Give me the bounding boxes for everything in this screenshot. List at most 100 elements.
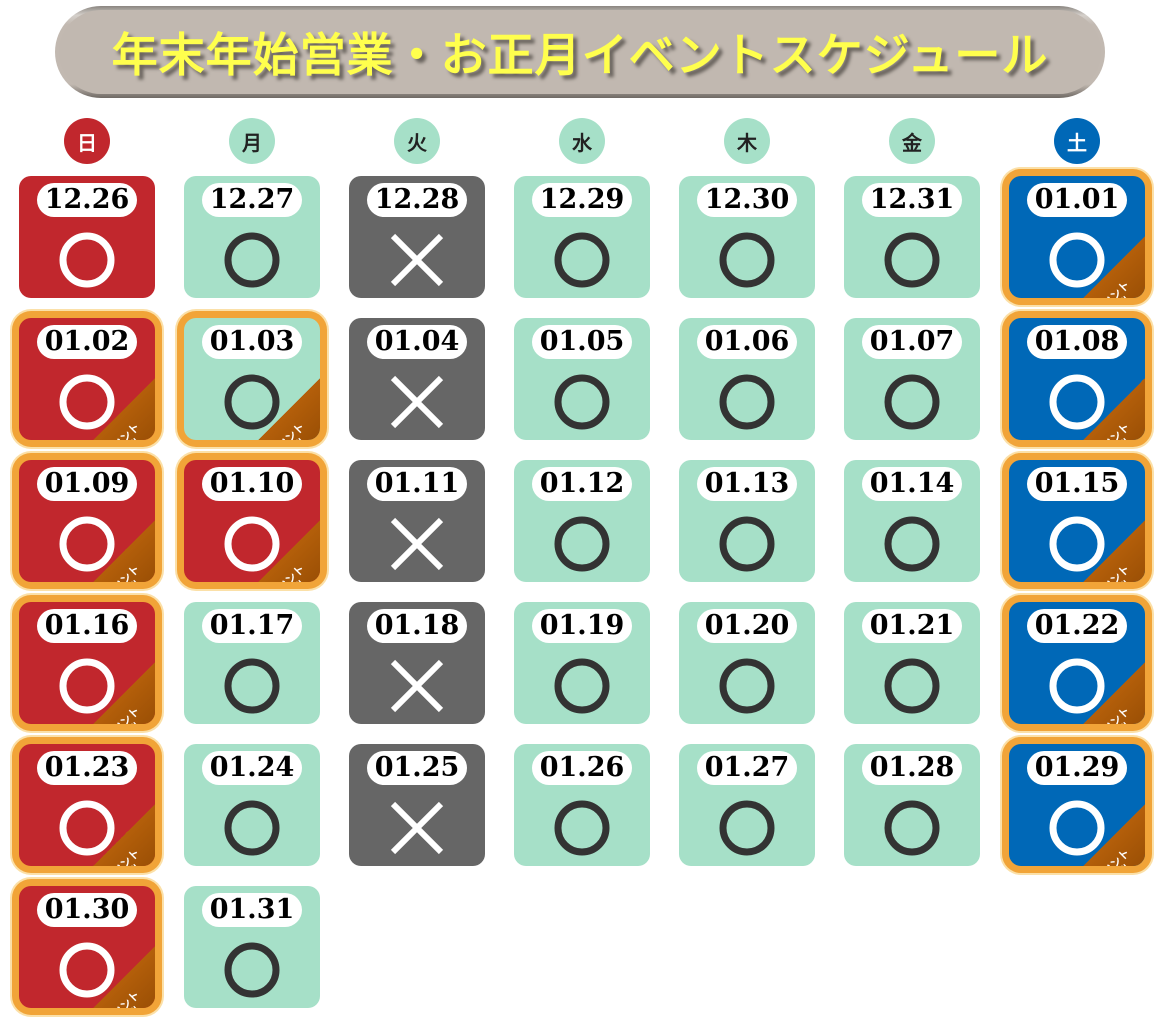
date-label: 01.11 — [367, 467, 467, 501]
weekday-header: 土 — [1054, 118, 1100, 164]
day-cell: 01.09 イベント開催 — [19, 460, 155, 582]
day-cell: 01.14 — [844, 460, 980, 582]
weekday-header: 日 — [64, 118, 110, 164]
circle-icon — [554, 658, 610, 714]
cross-icon — [390, 801, 444, 855]
day-cell: 12.31 — [844, 176, 980, 298]
day-cell: 12.28 — [349, 176, 485, 298]
event-badge: イベント開催 — [1083, 378, 1145, 440]
weekday-header: 火 — [394, 118, 440, 164]
circle-icon — [59, 232, 115, 288]
circle-icon — [224, 232, 280, 288]
date-label: 01.25 — [367, 751, 467, 785]
day-cell: 01.15 イベント開催 — [1009, 460, 1145, 582]
date-label: 01.03 — [202, 325, 302, 359]
event-badge: イベント開催 — [93, 520, 155, 582]
event-badge: イベント開催 — [1083, 804, 1145, 866]
day-cell: 01.24 — [184, 744, 320, 866]
event-badge: イベント開催 — [1083, 236, 1145, 298]
event-badge: イベント開催 — [1083, 662, 1145, 724]
event-badge-label: イベント開催 — [266, 419, 318, 440]
date-label: 01.17 — [202, 609, 302, 643]
date-label: 01.31 — [202, 893, 302, 927]
cross-icon — [390, 233, 444, 287]
circle-icon — [224, 942, 280, 998]
day-cell: 01.12 — [514, 460, 650, 582]
date-label: 01.16 — [37, 609, 137, 643]
circle-icon — [719, 658, 775, 714]
day-cell: 12.29 — [514, 176, 650, 298]
event-badge-label: イベント開催 — [101, 845, 153, 866]
day-cell: 01.10 イベント開催 — [184, 460, 320, 582]
event-badge: イベント開催 — [93, 946, 155, 1008]
day-cell: 01.22 イベント開催 — [1009, 602, 1145, 724]
circle-icon — [719, 516, 775, 572]
event-badge: イベント開催 — [93, 804, 155, 866]
event-badge-label: イベント開催 — [1091, 703, 1143, 724]
title-banner: 年末年始営業・お正月イベントスケジュール — [55, 6, 1105, 98]
date-label: 01.24 — [202, 751, 302, 785]
date-label: 01.29 — [1027, 751, 1127, 785]
date-label: 01.07 — [862, 325, 962, 359]
date-label: 01.19 — [532, 609, 632, 643]
event-badge-label: イベント開催 — [101, 561, 153, 582]
day-cell: 01.18 — [349, 602, 485, 724]
weekday-header: 月 — [229, 118, 275, 164]
day-cell: 01.05 — [514, 318, 650, 440]
circle-icon — [884, 800, 940, 856]
circle-icon — [554, 232, 610, 288]
date-label: 01.10 — [202, 467, 302, 501]
date-label: 12.29 — [532, 183, 632, 217]
date-label: 01.30 — [37, 893, 137, 927]
day-cell: 01.16 イベント開催 — [19, 602, 155, 724]
event-badge-label: イベント開催 — [1091, 845, 1143, 866]
day-cell: 12.30 — [679, 176, 815, 298]
day-cell: 12.26 — [19, 176, 155, 298]
date-label: 12.28 — [367, 183, 467, 217]
event-badge-label: イベント開催 — [101, 419, 153, 440]
day-cell: 01.31 — [184, 886, 320, 1008]
date-label: 01.06 — [697, 325, 797, 359]
date-label: 01.15 — [1027, 467, 1127, 501]
circle-icon — [719, 800, 775, 856]
day-cell: 01.28 — [844, 744, 980, 866]
event-badge-label: イベント開催 — [101, 987, 153, 1008]
event-badge-label: イベント開催 — [1091, 419, 1143, 440]
date-label: 01.23 — [37, 751, 137, 785]
weekday-header: 水 — [559, 118, 605, 164]
circle-icon — [884, 374, 940, 430]
cross-icon — [390, 517, 444, 571]
date-label: 12.26 — [37, 183, 137, 217]
day-cell: 01.07 — [844, 318, 980, 440]
day-cell: 01.17 — [184, 602, 320, 724]
day-cell: 01.01 イベント開催 — [1009, 176, 1145, 298]
circle-icon — [554, 374, 610, 430]
cross-icon — [390, 659, 444, 713]
day-cell: 01.03 イベント開催 — [184, 318, 320, 440]
day-cell: 01.02 イベント開催 — [19, 318, 155, 440]
circle-icon — [224, 800, 280, 856]
event-badge-label: イベント開催 — [1091, 561, 1143, 582]
day-cell: 01.06 — [679, 318, 815, 440]
weekday-header: 木 — [724, 118, 770, 164]
date-label: 01.13 — [697, 467, 797, 501]
day-cell: 01.13 — [679, 460, 815, 582]
date-label: 01.02 — [37, 325, 137, 359]
date-label: 01.22 — [1027, 609, 1127, 643]
date-label: 01.08 — [1027, 325, 1127, 359]
date-label: 01.21 — [862, 609, 962, 643]
day-cell: 01.23 イベント開催 — [19, 744, 155, 866]
circle-icon — [554, 516, 610, 572]
date-label: 01.20 — [697, 609, 797, 643]
date-label: 12.31 — [862, 183, 962, 217]
date-label: 01.18 — [367, 609, 467, 643]
day-cell: 12.27 — [184, 176, 320, 298]
cross-icon — [390, 375, 444, 429]
circle-icon — [884, 232, 940, 288]
day-cell: 01.27 — [679, 744, 815, 866]
event-badge-label: イベント開催 — [266, 561, 318, 582]
date-label: 12.27 — [202, 183, 302, 217]
day-cell: 01.04 — [349, 318, 485, 440]
date-label: 01.28 — [862, 751, 962, 785]
date-label: 01.01 — [1027, 183, 1127, 217]
